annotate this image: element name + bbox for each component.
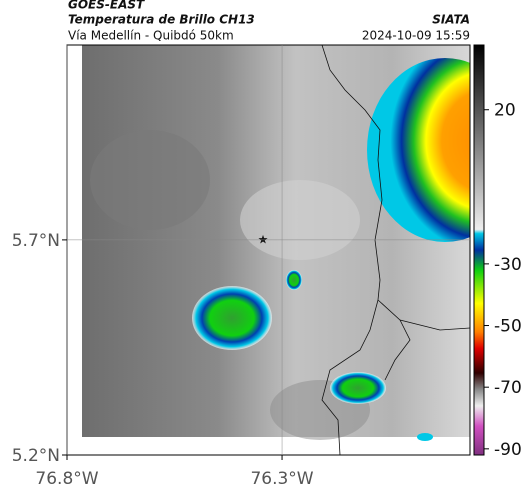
title: Temperatura de Brillo CH13 (68, 13, 255, 27)
y-tick-label: 5.2°N (12, 446, 60, 466)
colorbar-tick-label: -90 (494, 440, 522, 460)
datetime: 2024-10-09 15:59 (362, 29, 470, 43)
colorbar-tick-label: 20 (494, 101, 516, 121)
y-tick-label: 5.7°N (12, 231, 60, 251)
colorbar-tick-label: -50 (494, 317, 522, 337)
satellite: GOES-EAST (68, 0, 145, 12)
star: ★ (258, 233, 269, 247)
subtitle: Vía Medellín - Quibdó 50km (68, 29, 234, 43)
colorbar-tick-label: -70 (494, 378, 522, 398)
x-tick-label: 76.3°W (250, 469, 313, 489)
satellite-image: ★ (67, 45, 470, 455)
x-tick-label: 76.8°W (35, 469, 98, 489)
colorbar (473, 44, 485, 456)
colorbar-tick-label: -30 (494, 255, 522, 275)
source: SIATA (432, 13, 470, 27)
